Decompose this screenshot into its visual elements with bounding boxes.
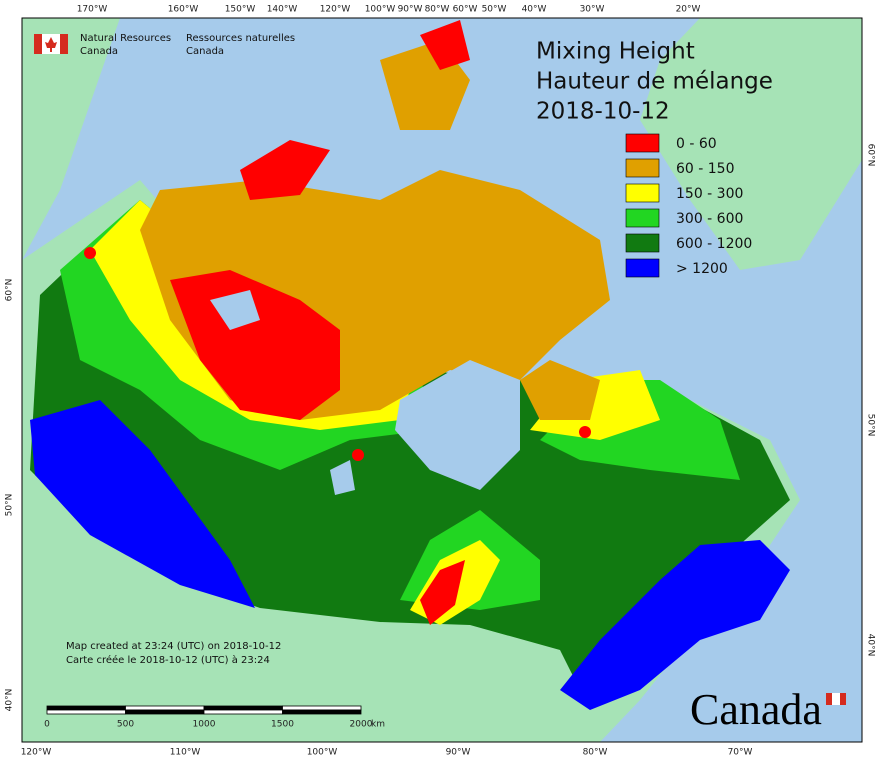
map-title: Hauteur de mélange (536, 69, 773, 95)
hotspot (579, 426, 591, 438)
latitude-label: 50°N (5, 494, 15, 517)
longitude-label: 150°W (225, 5, 256, 15)
latitude-label: 50°N (866, 414, 876, 437)
longitude-label: 160°W (168, 5, 199, 15)
longitude-label: 70°W (728, 748, 753, 758)
longitude-label: 100°W (307, 748, 338, 758)
zone-0-60 (170, 270, 340, 420)
zone-over-1200 (30, 400, 255, 608)
scale-segment (282, 709, 362, 715)
longitude-label: 40°W (522, 5, 547, 15)
map-frame (21, 17, 863, 743)
longitude-label: 140°W (267, 5, 298, 15)
agency-en: Canada (80, 46, 118, 57)
maple-leaf (45, 37, 57, 52)
longitude-label: 120°W (21, 748, 52, 758)
legend-label: 600 - 1200 (676, 236, 752, 252)
longitude-label: 30°W (580, 5, 605, 15)
map-title: Mixing Height (536, 39, 695, 65)
flag-bar (60, 34, 68, 54)
scale-segment (125, 705, 205, 711)
agency-en: Natural Resources (80, 33, 171, 44)
longitude-label: 90°W (398, 5, 423, 15)
legend-swatch (625, 133, 660, 153)
longitude-label: 110°W (170, 748, 201, 758)
legend-swatch (625, 208, 660, 228)
alaska (22, 18, 120, 260)
agency-fr: Ressources naturelles (186, 33, 295, 44)
scale-segment (46, 709, 126, 715)
zone-0-60-arctic (240, 140, 330, 200)
legend-label: > 1200 (676, 261, 728, 277)
legend-label: 150 - 300 (676, 186, 743, 202)
longitude-label: 170°W (77, 5, 108, 15)
hotspot (352, 449, 364, 461)
map-note: Map created at 23:24 (UTC) on 2018-10-12 (66, 641, 281, 652)
legend-label: 300 - 600 (676, 211, 743, 227)
greenland (640, 18, 862, 270)
legend-swatch (625, 158, 660, 178)
longitude-label: 90°W (446, 748, 471, 758)
longitude-label: 50°W (482, 5, 507, 15)
zone-over-1200-east (560, 540, 790, 710)
flag-bar (840, 693, 846, 705)
zone-150-300-east (530, 370, 660, 440)
legend-swatch (625, 183, 660, 203)
latitude-label: 60°N (866, 144, 876, 167)
scale-label: 500 (117, 720, 134, 730)
scale-segment (282, 705, 362, 711)
longitude-label: 60°W (453, 5, 478, 15)
latitude-label: 60°N (5, 279, 15, 302)
legend-label: 0 - 60 (676, 136, 717, 152)
wordmark: Canada (690, 685, 846, 734)
scale-label: 0 (44, 720, 50, 730)
canada-wordmark: Canada (690, 685, 822, 734)
zone-0-60-ellesmere (420, 20, 470, 70)
scale-label: 1500 (271, 720, 294, 730)
longitude-label: 100°W (365, 5, 396, 15)
map-title: 2018-10-12 (536, 99, 670, 125)
flag-bar (826, 693, 832, 705)
latitude-label: 40°N (5, 689, 15, 712)
legend-label: 60 - 150 (676, 161, 735, 177)
zone-0-60-ontario (420, 560, 465, 625)
map-area (22, 18, 862, 742)
latitude-label: 40°N (866, 634, 876, 657)
hotspot (84, 247, 96, 259)
map-note: Carte créée le 2018-10-12 (UTC) à 23:24 (66, 654, 270, 666)
agency-fr: Canada (186, 46, 224, 57)
scale-unit: km (371, 720, 385, 730)
legend-swatch (625, 233, 660, 253)
lakes (210, 290, 355, 495)
longitude-label: 80°W (583, 748, 608, 758)
legend-swatch (625, 258, 660, 278)
scale-segment (46, 705, 126, 711)
scale-segment (203, 705, 283, 711)
longitude-label: 120°W (320, 5, 351, 15)
scale-label: 2000 (350, 720, 373, 730)
scale-segment (203, 709, 283, 715)
flag-field (832, 693, 840, 705)
scale-segment (125, 709, 205, 715)
logo (34, 34, 68, 54)
longitude-label: 20°W (676, 5, 701, 15)
scale-label: 1000 (193, 720, 216, 730)
hudson-bay (395, 360, 520, 490)
zone-60-150-labrador (520, 360, 600, 420)
longitude-label: 80°W (425, 5, 450, 15)
flag-bar (34, 34, 42, 54)
